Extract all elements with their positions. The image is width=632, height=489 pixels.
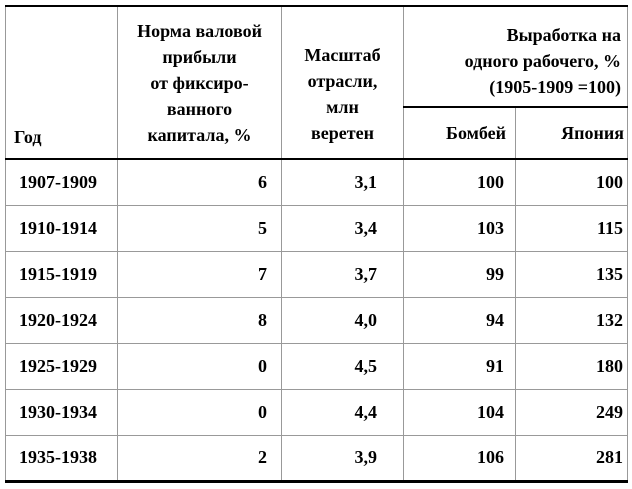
header-industry-scale: Масштаб отрасли, млн веретен: [281, 5, 404, 160]
year-cell: 1907-1909: [5, 158, 118, 206]
header-year: Год: [5, 5, 118, 160]
table-body: 1907-1909 6 3,1 100 100 1910-1914 5 3,4 …: [5, 158, 629, 482]
table-row: 1915-1919 7 3,7 99 135: [5, 250, 629, 298]
year-cell: 1910-1914: [5, 204, 118, 252]
industry-scale-cell: 3,1: [281, 158, 404, 206]
industry-scale-cell: 4,5: [281, 342, 404, 390]
industry-scale-cell: 4,4: [281, 388, 404, 436]
bombay-cell: 91: [403, 342, 516, 390]
industry-scale-cell: 3,9: [281, 434, 404, 482]
year-cell: 1925-1929: [5, 342, 118, 390]
japan-cell: 115: [514, 204, 629, 252]
japan-cell: 281: [514, 434, 629, 482]
table-row: 1925-1929 0 4,5 91 180: [5, 342, 629, 390]
year-cell: 1920-1924: [5, 296, 118, 344]
header-output-per-worker: Выработка на одного рабочего, % (1905-19…: [402, 5, 629, 108]
profit-rate-cell: 2: [117, 434, 282, 482]
japan-cell: 100: [514, 158, 629, 206]
table-header: Год Норма валовой прибыли от фиксиро- ва…: [5, 5, 629, 160]
year-cell: 1930-1934: [5, 388, 118, 436]
year-cell: 1915-1919: [5, 250, 118, 298]
industry-scale-cell: 3,7: [281, 250, 404, 298]
table-row: 1930-1934 0 4,4 104 249: [5, 388, 629, 436]
profit-rate-cell: 0: [117, 342, 282, 390]
profit-rate-cell: 0: [117, 388, 282, 436]
header-japan: Япония: [514, 106, 629, 160]
table-row: 1935-1938 2 3,9 106 281: [5, 434, 629, 482]
header-profit-rate: Норма валовой прибыли от фиксиро- ванног…: [117, 5, 282, 160]
statistics-table: Год Норма валовой прибыли от фиксиро- ва…: [5, 5, 629, 483]
table-row: 1920-1924 8 4,0 94 132: [5, 296, 629, 344]
header-bombay: Бомбей: [403, 106, 516, 160]
japan-cell: 180: [514, 342, 629, 390]
profit-rate-cell: 6: [117, 158, 282, 206]
table-row: 1910-1914 5 3,4 103 115: [5, 204, 629, 252]
bombay-cell: 100: [403, 158, 516, 206]
profit-rate-cell: 8: [117, 296, 282, 344]
bombay-cell: 104: [403, 388, 516, 436]
industry-scale-cell: 3,4: [281, 204, 404, 252]
bombay-cell: 106: [403, 434, 516, 482]
profit-rate-cell: 5: [117, 204, 282, 252]
bombay-cell: 103: [403, 204, 516, 252]
bombay-cell: 99: [403, 250, 516, 298]
industry-scale-cell: 4,0: [281, 296, 404, 344]
profit-rate-cell: 7: [117, 250, 282, 298]
table-row: 1907-1909 6 3,1 100 100: [5, 158, 629, 206]
japan-cell: 132: [514, 296, 629, 344]
japan-cell: 135: [514, 250, 629, 298]
year-cell: 1935-1938: [5, 434, 118, 482]
bombay-cell: 94: [403, 296, 516, 344]
japan-cell: 249: [514, 388, 629, 436]
